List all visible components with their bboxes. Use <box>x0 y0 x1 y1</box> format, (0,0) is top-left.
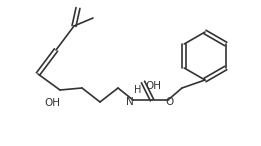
Text: H: H <box>134 85 142 95</box>
Text: N: N <box>126 97 134 107</box>
Text: OH: OH <box>44 98 60 108</box>
Text: OH: OH <box>145 81 161 91</box>
Text: O: O <box>165 97 173 107</box>
